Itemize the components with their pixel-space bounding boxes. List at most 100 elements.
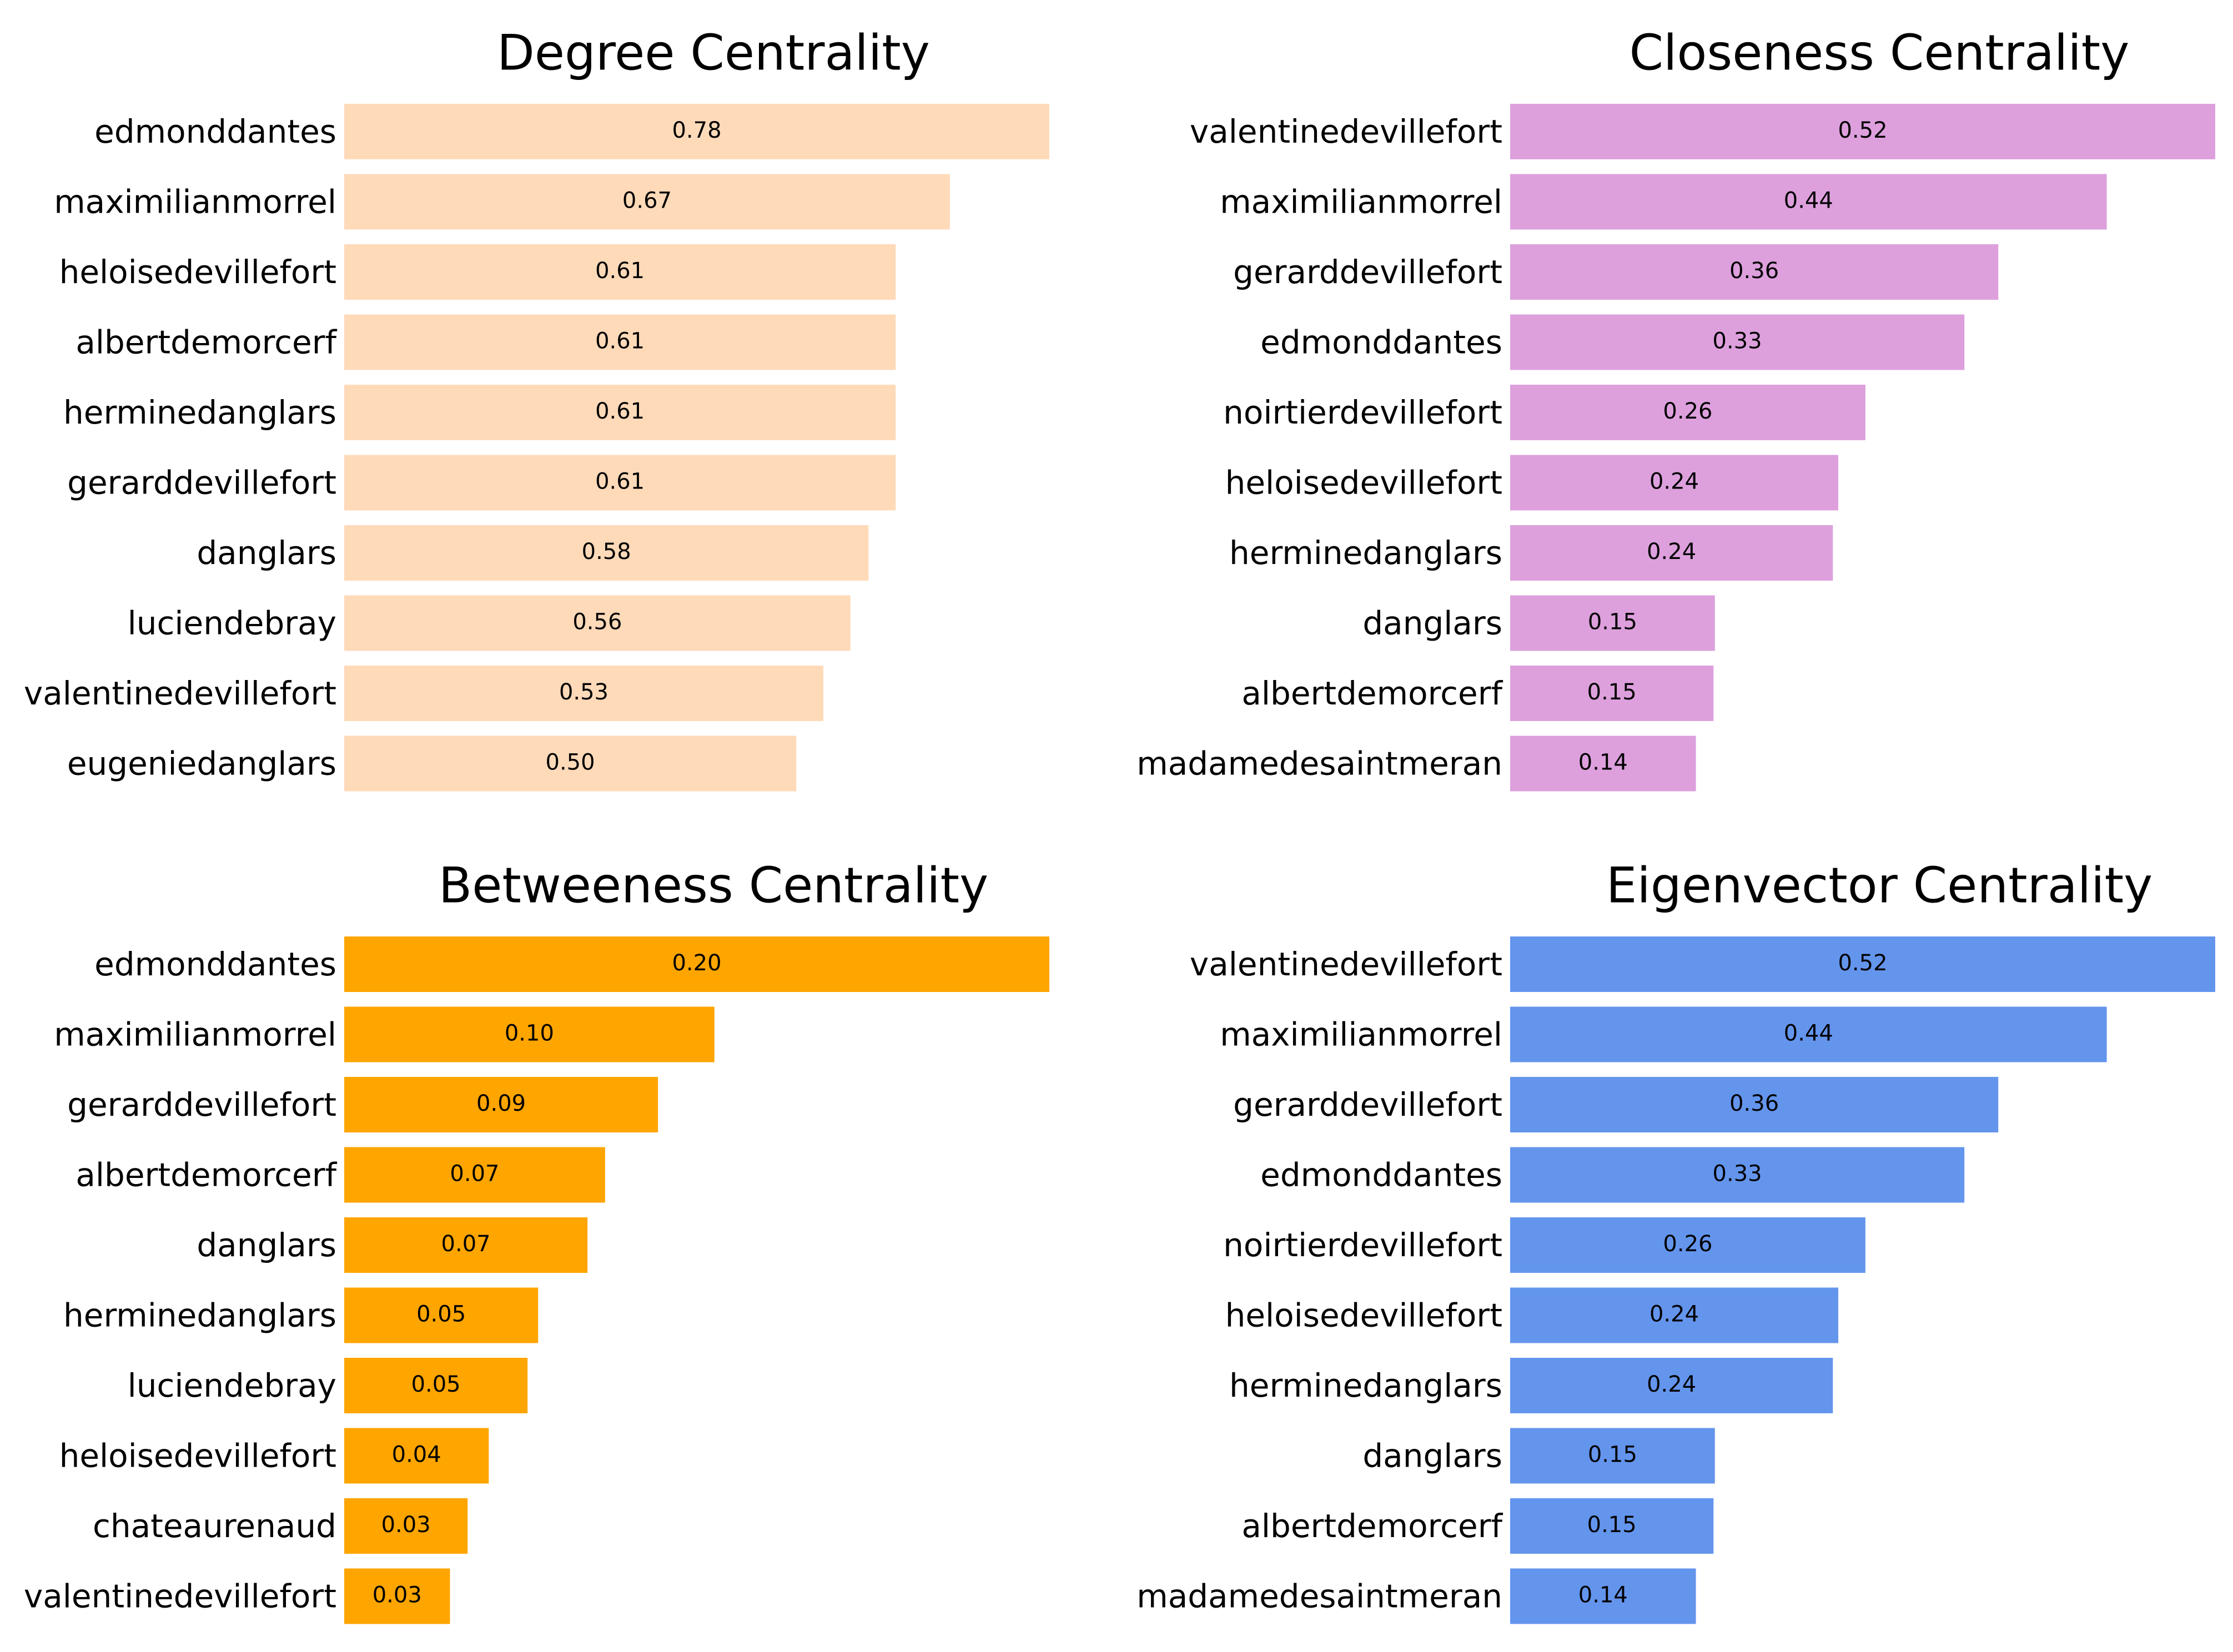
- chart-panel-closeness-centrality: Closeness Centrality valentinedevillefort…: [1136, 24, 2215, 792]
- bar-albertdemorcerf: [1510, 1498, 1714, 1554]
- tick-label: gerarddevillefort: [67, 1086, 336, 1124]
- tick-label: albertdemorcerf: [1241, 1507, 1503, 1545]
- data-label: 0.44: [1784, 1021, 1833, 1046]
- bar-eugeniedanglars: [344, 736, 797, 792]
- tick-label: danglars: [197, 1226, 336, 1264]
- chart-title: Betweeness Centrality: [439, 857, 988, 914]
- tick-label: luciendebray: [128, 1367, 336, 1404]
- data-label: 0.24: [1647, 1372, 1696, 1397]
- data-label: 0.20: [672, 950, 721, 976]
- bar-valentinedevillefort: [1510, 104, 2215, 159]
- chart-title: Degree Centrality: [497, 24, 930, 82]
- bar-maximilianmorrel: [344, 1006, 715, 1062]
- data-label: 0.61: [595, 258, 645, 284]
- data-label: 0.52: [1838, 950, 1887, 976]
- bar-heloisedevillefort: [344, 244, 896, 300]
- data-label: 0.36: [1729, 1091, 1779, 1116]
- bar-edmonddantes: [1510, 314, 1965, 370]
- tick-label: noirtierdevillefort: [1223, 394, 1502, 431]
- tick-label: danglars: [1362, 605, 1502, 642]
- tick-label: albertdemorcerf: [1241, 674, 1503, 712]
- tick-label: albertdemorcerf: [76, 1156, 337, 1194]
- data-label: 0.44: [1784, 188, 1833, 214]
- bar-madamedesaintmeran: [1510, 1568, 1696, 1624]
- chart-panel-betweeness-centrality: Betweeness Centrality edmonddantes 0.20 max…: [24, 857, 1049, 1624]
- bar-gerarddevillefort: [344, 455, 896, 511]
- data-label: 0.09: [476, 1091, 526, 1116]
- bar-edmonddantes: [1510, 1147, 1965, 1203]
- tick-label: heloisedevillefort: [59, 1437, 336, 1475]
- data-label: 0.05: [411, 1372, 461, 1397]
- data-label: 0.14: [1578, 1583, 1628, 1608]
- tick-label: chateaurenaud: [93, 1507, 336, 1545]
- data-label: 0.52: [1838, 118, 1887, 143]
- data-label: 0.56: [572, 610, 622, 635]
- data-label: 0.15: [1587, 1512, 1637, 1538]
- tick-label: valentinedevillefort: [24, 674, 336, 712]
- data-label: 0.26: [1663, 1231, 1712, 1257]
- tick-label: madamedesaintmeran: [1136, 745, 1502, 783]
- chart-panel-eigenvector-centrality: Eigenvector Centrality valentinedevillefo…: [1136, 857, 2215, 1624]
- tick-label: gerarddevillefort: [1233, 253, 1502, 291]
- bar-maximilianmorrel: [1510, 174, 2107, 230]
- data-label: 0.53: [559, 679, 608, 705]
- data-label: 0.10: [505, 1021, 554, 1046]
- bar-edmonddantes: [344, 936, 1049, 992]
- tick-label: danglars: [197, 534, 336, 572]
- data-label: 0.67: [622, 188, 672, 214]
- data-label: 0.58: [582, 539, 631, 565]
- tick-label: heloisedevillefort: [59, 253, 336, 291]
- bar-valentinedevillefort: [1510, 936, 2215, 992]
- tick-label: herminedanglars: [1229, 1367, 1502, 1404]
- bar-danglars: [1510, 595, 1715, 651]
- tick-label: valentinedevillefort: [1190, 945, 1502, 983]
- data-label: 0.61: [595, 399, 645, 424]
- data-label: 0.07: [441, 1231, 491, 1257]
- chart-title: Eigenvector Centrality: [1606, 857, 2152, 914]
- bar-edmonddantes: [344, 104, 1049, 159]
- bar-albertdemorcerf: [344, 1147, 605, 1203]
- tick-label: albertdemorcerf: [76, 324, 337, 361]
- bar-noirtierdevillefort: [1510, 1217, 1865, 1273]
- tick-label: valentinedevillefort: [1190, 113, 1502, 150]
- chart-title: Closeness Centrality: [1630, 24, 2130, 82]
- tick-label: noirtierdevillefort: [1223, 1226, 1502, 1264]
- chart-panel-degree-centrality: Degree Centrality edmonddantes 0.78 maximil…: [24, 24, 1049, 792]
- data-label: 0.03: [373, 1583, 422, 1608]
- bar-gerarddevillefort: [1510, 244, 1999, 300]
- data-label: 0.15: [1587, 679, 1637, 705]
- data-label: 0.07: [450, 1161, 499, 1187]
- data-label: 0.36: [1729, 258, 1779, 284]
- bar-danglars: [344, 1217, 588, 1273]
- bar-albertdemorcerf: [1510, 666, 1714, 721]
- bar-valentinedevillefort: [344, 1568, 450, 1624]
- tick-label: edmonddantes: [1260, 324, 1502, 361]
- bar-maximilianmorrel: [1510, 1006, 2107, 1062]
- data-label: 0.78: [672, 118, 721, 143]
- tick-label: luciendebray: [128, 605, 336, 642]
- tick-label: herminedanglars: [1229, 534, 1502, 572]
- tick-label: herminedanglars: [63, 1297, 336, 1334]
- bar-albertdemorcerf: [344, 314, 896, 370]
- bar-herminedanglars: [344, 1287, 539, 1343]
- data-label: 0.50: [546, 750, 595, 775]
- tick-label: eugeniedanglars: [67, 745, 336, 783]
- bar-noirtierdevillefort: [1510, 385, 1865, 440]
- tick-label: heloisedevillefort: [1225, 464, 1502, 502]
- bar-danglars: [1510, 1428, 1715, 1484]
- bar-herminedanglars: [344, 385, 896, 440]
- tick-label: gerarddevillefort: [67, 464, 336, 502]
- data-label: 0.15: [1588, 1442, 1637, 1468]
- bar-luciendebray: [344, 595, 851, 651]
- data-label: 0.24: [1647, 539, 1696, 565]
- data-label: 0.26: [1663, 399, 1712, 424]
- bar-maximilianmorrel: [344, 174, 950, 230]
- data-label: 0.33: [1713, 329, 1762, 354]
- bar-danglars: [344, 525, 869, 581]
- tick-label: herminedanglars: [63, 394, 336, 431]
- bar-luciendebray: [344, 1358, 528, 1413]
- bar-gerarddevillefort: [1510, 1077, 1999, 1132]
- bar-heloisedevillefort: [1510, 455, 1839, 511]
- data-label: 0.24: [1649, 1302, 1699, 1327]
